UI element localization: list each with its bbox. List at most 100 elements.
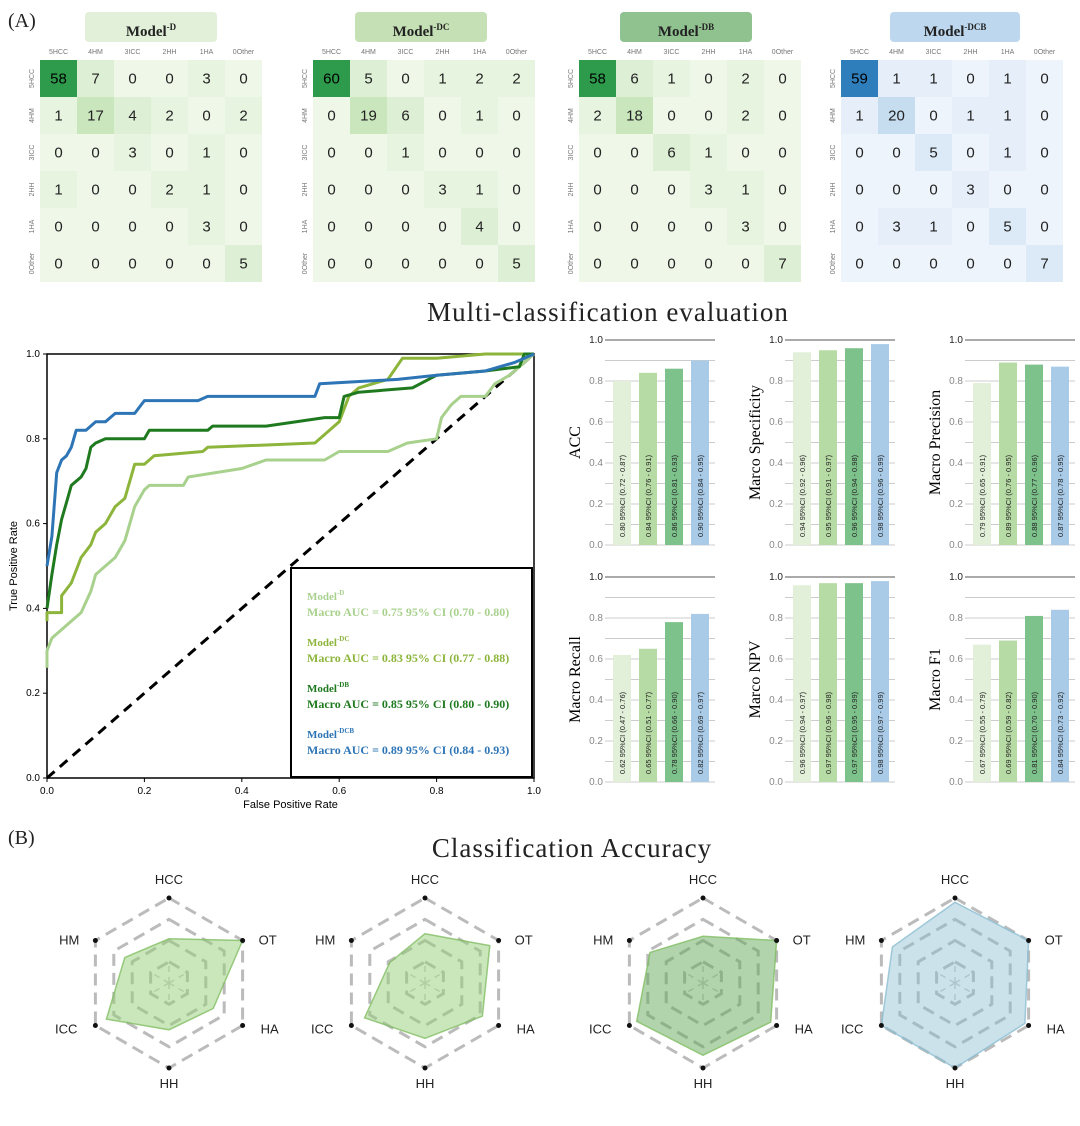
cm-cell-value: 0 [128, 219, 136, 236]
radar-spoke [936, 982, 956, 995]
cm-cell [225, 60, 262, 97]
cm-cell [1026, 60, 1063, 97]
cm-cell [225, 171, 262, 208]
cm-cell [952, 171, 989, 208]
cm-cell-value: 2 [741, 108, 749, 125]
radar-axis-point [774, 1023, 780, 1028]
cm-cell-value: 1 [741, 182, 749, 199]
cm-cell-value: 0 [128, 182, 136, 199]
cm-cell-value: 0 [1003, 182, 1011, 199]
cm-cell [952, 97, 989, 134]
cm-cell-value: 0 [929, 182, 937, 199]
cm-cell [841, 134, 878, 171]
cm-cell-value: 0 [239, 145, 247, 162]
cm-cell [915, 245, 952, 282]
radar-axis-point [700, 1065, 706, 1071]
cm-row-label: 5HCC [302, 69, 309, 88]
bar-value-label: 0.78 95%CI (0.66 - 0.90) [670, 691, 679, 774]
cm-cell-value: 0 [91, 145, 99, 162]
cm-cell [1026, 245, 1063, 282]
cm-cell [1026, 134, 1063, 171]
bar-panel-marco-specificity: 0.0 0.2 0.4 0.6 0.8 1.0 Marco Specificity 0.94 … [747, 335, 895, 551]
bar [845, 348, 863, 545]
cm-cell-value: 1 [54, 108, 62, 125]
cm-cell-value: 0 [438, 219, 446, 236]
cm-col-label: 2HH [963, 49, 977, 56]
cm-cell [915, 97, 952, 134]
cm-row-label: 3ICC [29, 145, 36, 161]
cm-col-label: 4HM [889, 49, 904, 56]
cm-row-label: 4HM [830, 108, 837, 123]
cm-cell [579, 97, 616, 134]
cm-cell-value: 1 [202, 182, 210, 199]
radar-axis-point [700, 895, 706, 901]
legend-auc-text: Macro AUC = 0.75 95% CI (0.70 - 0.80) [307, 605, 509, 619]
bar-y-tick-label: 0.6 [589, 654, 603, 665]
cm-cell-value: 59 [851, 71, 868, 88]
cm-cell [313, 171, 350, 208]
cm-cell-value: 1 [475, 108, 483, 125]
cm-cell-value: 1 [54, 182, 62, 199]
bar-value-label: 0.97 95%CI (0.95 - 0.99) [850, 691, 859, 774]
bar-y-tick-label: 0.4 [589, 695, 603, 706]
bar-value-label: 0.84 95%CI (0.76 - 0.91) [644, 454, 653, 537]
bar [613, 654, 631, 782]
bar-value-label: 0.98 95%CI (0.97 - 0.99) [876, 691, 885, 774]
radar-axis-label: ICC [311, 1022, 333, 1037]
cm-cell-value: 0 [892, 256, 900, 273]
bar-value-label: 0.80 95%CI (0.72 - 0.87) [618, 454, 627, 537]
cm-cell-value: 0 [966, 145, 974, 162]
confusion-matrix-title-4: Model-DCB [890, 12, 1020, 42]
cm-col-label: 3ICC [125, 49, 141, 56]
cm-cell-value: 5 [364, 71, 372, 88]
cm-cell [387, 134, 424, 171]
cm-cell [915, 208, 952, 245]
cm-cell [498, 171, 535, 208]
cm-cell-value: 2 [165, 182, 173, 199]
cm-col-label: 0Other [233, 49, 255, 56]
cm-cell [461, 245, 498, 282]
bar-value-label: 0.81 95%CI (0.70 - 0.90) [1030, 691, 1039, 774]
cm-cell [915, 60, 952, 97]
bar [871, 344, 889, 545]
cm-cell [188, 60, 225, 97]
cm-cell-value: 0 [1003, 256, 1011, 273]
cm-cell [989, 245, 1026, 282]
bar-y-tick-label: 0.6 [589, 417, 603, 428]
cm-row-label: 1HA [568, 219, 575, 233]
bar-y-tick-label: 0.0 [769, 540, 783, 551]
cm-cell-value: 0 [512, 182, 520, 199]
radar-chart-4: HCC OT HA HH ICC HM [841, 872, 1065, 1091]
legend-auc-text: Macro AUC = 0.85 95% CI (0.80 - 0.90) [307, 697, 509, 711]
legend-model-name: Model-DC [307, 635, 349, 649]
cm-cell [225, 245, 262, 282]
cm-cell-value: 0 [239, 219, 247, 236]
cm-cell [387, 60, 424, 97]
radar-axis-point [240, 1023, 246, 1028]
panel-a-label: (A) [8, 10, 36, 32]
cm-cell [151, 97, 188, 134]
cm-row-label: 0Other [29, 252, 36, 274]
bar [845, 583, 863, 782]
cm-cell-value: 0 [165, 256, 173, 273]
cm-cell [727, 245, 764, 282]
cm-cell-value: 2 [475, 71, 483, 88]
cm-cell [114, 171, 151, 208]
bar-value-label: 0.67 95%CI (0.55 - 0.79) [978, 691, 987, 774]
radar-axis-label: HA [1047, 1022, 1065, 1037]
cm-cell [1026, 171, 1063, 208]
radar-axis-label: HM [845, 933, 865, 948]
cm-cell [40, 134, 77, 171]
cm-col-label: 4HM [627, 49, 642, 56]
radar-axis-label: HA [517, 1022, 535, 1037]
bar-y-tick-label: 0.6 [949, 654, 963, 665]
cm-cell-value: 0 [327, 145, 335, 162]
cm-cell-value: 0 [512, 219, 520, 236]
cm-cell-value: 4 [475, 219, 483, 236]
y-tick-label: 0.6 [26, 519, 40, 530]
bar-panel-marco-npv: 0.0 0.2 0.4 0.6 0.8 1.0 Marco NPV 0.96 95%CI (0… [747, 572, 895, 788]
cm-cell [841, 60, 878, 97]
cm-cell-value: 0 [1040, 108, 1048, 125]
metric-bar-charts: 0.0 0.2 0.4 0.6 0.8 1.0 ACC 0.80 95%CI (0.72 - … [567, 335, 1075, 788]
bar-y-tick-label: 1.0 [589, 572, 603, 583]
